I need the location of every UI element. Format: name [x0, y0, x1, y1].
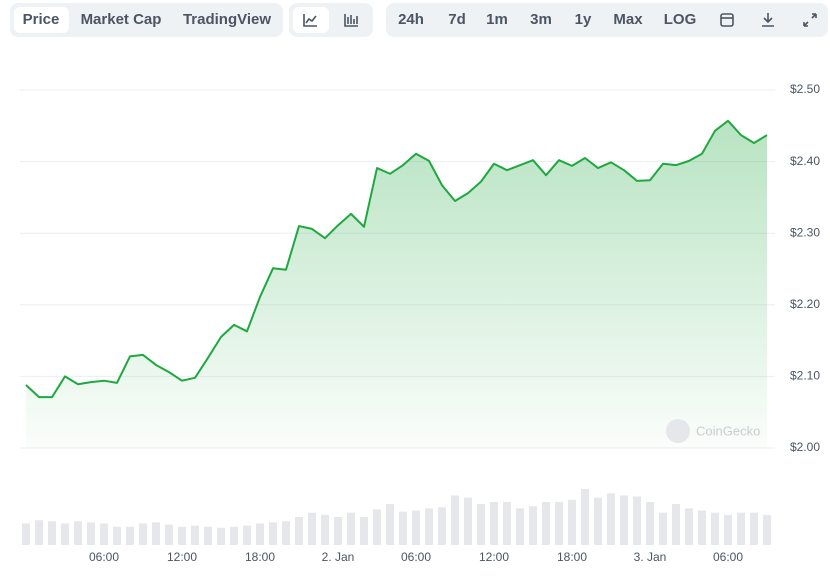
volume-bar [451, 495, 459, 545]
calendar-icon[interactable] [720, 13, 734, 27]
tab-button[interactable]: Market Cap [81, 11, 162, 28]
expand-icon[interactable] [803, 13, 817, 27]
volume-bar [542, 501, 550, 545]
volume-bar [464, 497, 472, 545]
volume-bar [763, 514, 771, 545]
candlestick-icon[interactable] [344, 14, 358, 27]
x-tick-label: 18:00 [557, 550, 587, 564]
volume-bar [425, 508, 433, 545]
volume-bar [386, 504, 394, 545]
volume-bar [737, 512, 745, 545]
volume-bar [360, 517, 368, 545]
volume-bar [620, 495, 628, 545]
volume-bar [438, 507, 446, 545]
volume-bar [152, 522, 160, 545]
range-button[interactable]: 1y [575, 11, 592, 28]
volume-bar [347, 512, 355, 545]
volume-bar [399, 511, 407, 545]
volume-bar [126, 526, 134, 545]
volume-bar [100, 523, 108, 545]
volume-bar [22, 523, 30, 545]
volume-bar [230, 526, 238, 545]
volume-bar [269, 522, 277, 545]
y-tick-label: $2.00 [790, 440, 820, 454]
volume-bar [373, 509, 381, 545]
volume-bar [321, 514, 329, 545]
volume-bar [711, 512, 719, 545]
active-tab [14, 7, 69, 33]
x-tick-label: 06:00 [401, 550, 431, 564]
watermark-logo [666, 419, 690, 443]
range-button[interactable]: Max [613, 11, 643, 28]
volume-bar [308, 512, 316, 545]
volume-bar [529, 506, 537, 545]
tab-group [10, 3, 283, 37]
volume-bar [633, 496, 641, 545]
volume-bar [503, 501, 511, 545]
y-tick-label: $2.30 [790, 225, 820, 239]
y-tick-label: $2.40 [790, 154, 820, 168]
price-area [26, 120, 767, 449]
watermark: CoinGecko [696, 423, 760, 438]
x-tick-label: 18:00 [245, 550, 275, 564]
volume-bar [139, 523, 147, 545]
volume-bar [490, 501, 498, 545]
volume-bar [581, 489, 589, 545]
volume-bar [113, 526, 121, 545]
tab-button[interactable]: TradingView [183, 11, 271, 28]
volume-bar [282, 521, 290, 545]
volume-bar [295, 517, 303, 545]
x-tick-label: 12:00 [479, 550, 509, 564]
volume-bar [568, 499, 576, 545]
volume-bar [204, 526, 212, 545]
volume-bar [412, 510, 420, 545]
volume-bar [48, 521, 56, 545]
tab-button[interactable]: Price [23, 11, 60, 28]
volume-bar [191, 525, 199, 545]
volume-bar [555, 501, 563, 545]
range-button[interactable]: 7d [448, 11, 466, 28]
y-tick-label: $2.10 [790, 369, 820, 383]
volume-bar [685, 508, 693, 545]
range-button[interactable]: 24h [398, 11, 424, 28]
range-button[interactable]: LOG [664, 11, 697, 28]
volume-bar [607, 493, 615, 545]
y-tick-label: $2.20 [790, 297, 820, 311]
volume-bar [724, 514, 732, 545]
range-group [386, 3, 828, 37]
volume-bar [750, 512, 758, 545]
volume-bar [74, 521, 82, 545]
volume-bar [243, 525, 251, 545]
x-tick-label: 2. Jan [322, 550, 355, 564]
volume-bar [516, 508, 524, 545]
volume-bar [87, 522, 95, 545]
volume-bar [178, 526, 186, 545]
y-tick-label: $2.50 [790, 82, 820, 96]
volume-bar [334, 517, 342, 545]
volume-bar [698, 510, 706, 545]
range-button[interactable]: 1m [486, 11, 508, 28]
download-icon[interactable] [762, 13, 774, 27]
x-tick-label: 06:00 [89, 550, 119, 564]
volume-bar [35, 520, 43, 545]
volume-bar [646, 501, 654, 545]
volume-bar [61, 523, 69, 545]
price-line [25, 119, 768, 399]
range-button[interactable]: 3m [530, 11, 552, 28]
volume-bar [256, 523, 264, 545]
volume-bar [217, 527, 225, 545]
volume-bar [594, 497, 602, 545]
x-tick-label: 06:00 [713, 550, 743, 564]
volume-bar [477, 504, 485, 545]
x-tick-label: 3. Jan [634, 550, 667, 564]
volume-bar [672, 504, 680, 545]
volume-bar [659, 512, 667, 545]
line-chart-icon[interactable] [303, 14, 317, 27]
x-tick-label: 12:00 [167, 550, 197, 564]
volume-bar [165, 524, 173, 545]
